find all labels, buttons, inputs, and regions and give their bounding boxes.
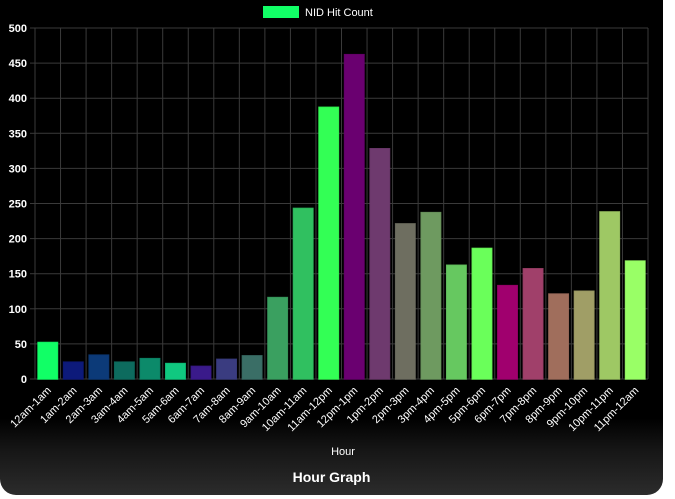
bar[interactable] (573, 290, 595, 380)
y-tick-label: 400 (9, 93, 27, 105)
y-tick-label: 50 (15, 339, 27, 351)
y-tick-label: 250 (9, 199, 27, 211)
bar[interactable] (343, 53, 365, 380)
hour-bar-chart: 0 50 100 150 200 250 300 350 400 450 500 12am-1am1… (8, 6, 649, 458)
bar[interactable] (624, 260, 646, 380)
bar[interactable] (216, 358, 238, 380)
bar[interactable] (113, 361, 135, 380)
chart-footer-title: Hour Graph (292, 469, 371, 485)
bar[interactable] (190, 365, 212, 380)
bar[interactable] (318, 106, 340, 380)
bar[interactable] (267, 296, 289, 380)
bar[interactable] (420, 211, 442, 380)
y-tick-label: 200 (9, 234, 27, 246)
bar[interactable] (445, 264, 467, 380)
bar[interactable] (241, 355, 263, 380)
chart-panel: 0 50 100 150 200 250 300 350 400 450 500 12am-1am 1… (0, 0, 663, 495)
y-tick-label: 500 (9, 23, 27, 35)
bar[interactable] (139, 357, 161, 380)
x-axis-label: Hour (331, 446, 355, 458)
legend[interactable]: NID Hit Count (263, 6, 373, 19)
bar[interactable] (292, 207, 314, 380)
bar[interactable] (165, 362, 186, 380)
grid-lines (30, 27, 649, 380)
bar[interactable] (88, 354, 110, 380)
bar[interactable] (394, 223, 416, 380)
bar[interactable] (471, 247, 493, 380)
bar[interactable] (599, 211, 621, 380)
bar[interactable] (497, 284, 518, 380)
bar[interactable] (369, 147, 391, 380)
y-axis-ticks: 0 50 100 150 200 250 300 350 400 450 500 (9, 23, 27, 386)
y-tick-label: 100 (9, 304, 27, 316)
bar[interactable] (548, 293, 570, 380)
x-axis-ticks: 12am-1am1am-2am2am-3am3am-4am4am-5am5am-… (8, 385, 641, 434)
legend-label[interactable]: NID Hit Count (305, 7, 373, 19)
bar[interactable] (37, 341, 59, 380)
y-tick-label: 0 (21, 374, 27, 386)
y-tick-label: 350 (9, 128, 27, 140)
bar[interactable] (522, 268, 544, 380)
y-tick-label: 150 (9, 269, 27, 281)
bars (37, 53, 646, 380)
bar[interactable] (62, 361, 84, 380)
legend-swatch[interactable] (263, 6, 299, 18)
y-tick-label: 450 (9, 58, 27, 70)
y-tick-label: 300 (9, 163, 27, 175)
